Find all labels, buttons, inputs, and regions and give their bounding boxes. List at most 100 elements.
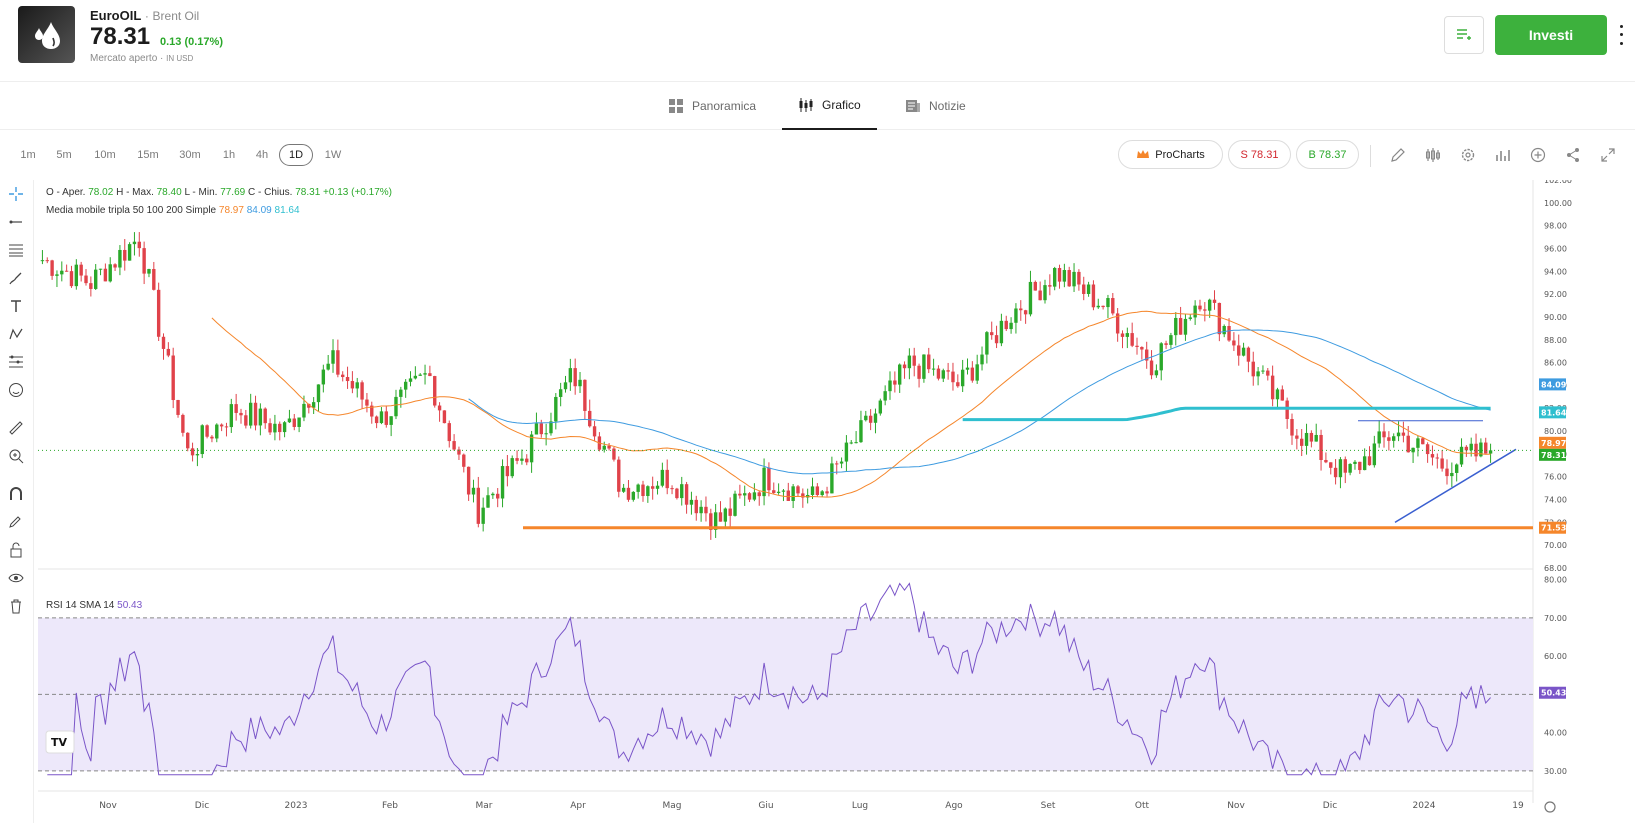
candle-body xyxy=(1232,340,1236,346)
procharts-button[interactable]: ProCharts xyxy=(1118,140,1223,169)
rsi-tick-label: 70.00 xyxy=(1544,614,1567,623)
candle-body xyxy=(864,415,868,421)
trend-line-icon[interactable] xyxy=(6,212,26,232)
candle-body xyxy=(602,445,606,450)
buy-price-button[interactable]: B 78.37 xyxy=(1296,140,1359,169)
candle-body xyxy=(1430,454,1435,458)
edit-lock-icon[interactable] xyxy=(6,512,26,532)
text-tool-icon[interactable] xyxy=(6,296,26,316)
chart-toolbar: 1m 5m 10m 15m 30m 1h 4h 1D 1W ProCharts … xyxy=(0,131,1635,177)
chart-type-icon[interactable] xyxy=(1493,145,1513,165)
indicators-icon[interactable] xyxy=(1423,145,1443,165)
candle-body xyxy=(810,486,815,495)
candle-body xyxy=(815,486,820,496)
candle-body xyxy=(418,374,422,376)
horizontal-lines-icon[interactable] xyxy=(6,240,26,260)
candle-body xyxy=(1353,461,1357,464)
candle-body xyxy=(951,371,955,383)
candle-body xyxy=(675,488,679,499)
candle-body xyxy=(1009,322,1013,330)
candle-body xyxy=(1038,290,1042,301)
candle-body xyxy=(1479,442,1483,457)
candle-body xyxy=(791,486,795,501)
candle-body xyxy=(1004,320,1008,330)
draw-pencil-icon[interactable] xyxy=(1388,145,1408,165)
brush-icon[interactable] xyxy=(6,268,26,288)
timeframe-1h[interactable]: 1h xyxy=(222,149,236,161)
zoom-in-icon[interactable] xyxy=(6,446,26,466)
candle-body xyxy=(413,375,418,379)
candle-body xyxy=(554,396,558,422)
crosshair-icon[interactable] xyxy=(6,184,26,204)
add-to-watchlist-button[interactable] xyxy=(1444,16,1484,54)
crown-icon xyxy=(1137,150,1150,158)
timeframe-5m[interactable]: 5m xyxy=(56,149,72,161)
candle-body xyxy=(118,249,122,268)
candle-body xyxy=(40,260,45,262)
share-icon[interactable] xyxy=(1563,145,1583,165)
candle-body xyxy=(1285,400,1289,420)
candle-body xyxy=(500,466,505,499)
pattern-icon[interactable] xyxy=(6,324,26,344)
price-tick-label: 90.00 xyxy=(1544,313,1567,322)
price-tick-label: 96.00 xyxy=(1544,244,1567,253)
candle-body xyxy=(1169,335,1173,345)
candle-body xyxy=(641,484,645,497)
settings-gear-icon[interactable] xyxy=(1458,145,1478,165)
magnet-icon[interactable] xyxy=(6,484,26,504)
candle-body xyxy=(370,405,374,417)
candle-body xyxy=(534,423,539,435)
candle-body xyxy=(927,354,931,370)
price-tick-label: 92.00 xyxy=(1544,290,1567,299)
add-indicator-icon[interactable] xyxy=(1528,145,1548,165)
sell-price-button[interactable]: S 78.31 xyxy=(1228,140,1291,169)
candle-body xyxy=(69,271,74,287)
candle-body xyxy=(379,411,384,424)
tab-grafico[interactable]: Grafico xyxy=(782,82,877,130)
candle-body xyxy=(1140,346,1144,350)
invest-button[interactable]: Investi xyxy=(1495,15,1607,55)
chart-canvas[interactable]: 102.00 100.00 98.00 96.00 94.00 92.00 90.00 88.… xyxy=(38,176,1635,823)
timeframe-1d[interactable]: 1D xyxy=(279,144,313,166)
close-label: C - Chius. xyxy=(248,187,293,198)
candle-body xyxy=(902,364,907,369)
trash-icon[interactable] xyxy=(6,596,26,616)
candle-body xyxy=(166,348,171,356)
fib-levels-icon[interactable] xyxy=(6,352,26,372)
candle-body xyxy=(215,424,219,439)
timeframe-1w[interactable]: 1W xyxy=(324,149,342,161)
ma-legend: Media mobile tripla 50 100 200 Simple 78… xyxy=(46,205,300,216)
candle-body xyxy=(190,448,195,456)
rising-trendline xyxy=(1394,448,1517,523)
candle-body xyxy=(868,415,873,423)
unlock-icon[interactable] xyxy=(6,540,26,560)
timeframe-15m[interactable]: 15m xyxy=(137,149,159,161)
candle-body xyxy=(762,467,766,497)
candle-body xyxy=(287,418,292,423)
ruler-icon[interactable] xyxy=(6,418,26,438)
fullscreen-icon[interactable] xyxy=(1598,145,1618,165)
more-options-icon[interactable] xyxy=(1615,22,1627,48)
tab-notizie[interactable]: Notizie xyxy=(905,82,966,130)
timeframe-1m[interactable]: 1m xyxy=(20,149,36,161)
tab-panoramica[interactable]: Panoramica xyxy=(668,82,756,130)
candle-body xyxy=(1062,270,1067,282)
candle-body xyxy=(1145,349,1149,361)
candle-body xyxy=(224,426,229,428)
candle-body xyxy=(137,241,141,249)
candle-body xyxy=(985,332,989,355)
eye-icon[interactable] xyxy=(6,568,26,588)
tab-label: Notizie xyxy=(929,99,966,113)
candle-body xyxy=(292,418,296,427)
timeframe-30m[interactable]: 30m xyxy=(179,149,201,161)
price-chart[interactable]: 102.00 100.00 98.00 96.00 94.00 92.00 90.00 88.… xyxy=(38,176,1635,823)
candle-body xyxy=(515,458,519,461)
candle-body xyxy=(336,350,340,375)
candle-body xyxy=(849,442,853,444)
candle-body xyxy=(631,491,636,500)
timeframe-10m[interactable]: 10m xyxy=(94,149,116,161)
emoji-icon[interactable] xyxy=(6,380,26,400)
candle-body xyxy=(442,410,447,424)
timeframe-4h[interactable]: 4h xyxy=(255,149,269,161)
candle-body xyxy=(825,491,829,494)
